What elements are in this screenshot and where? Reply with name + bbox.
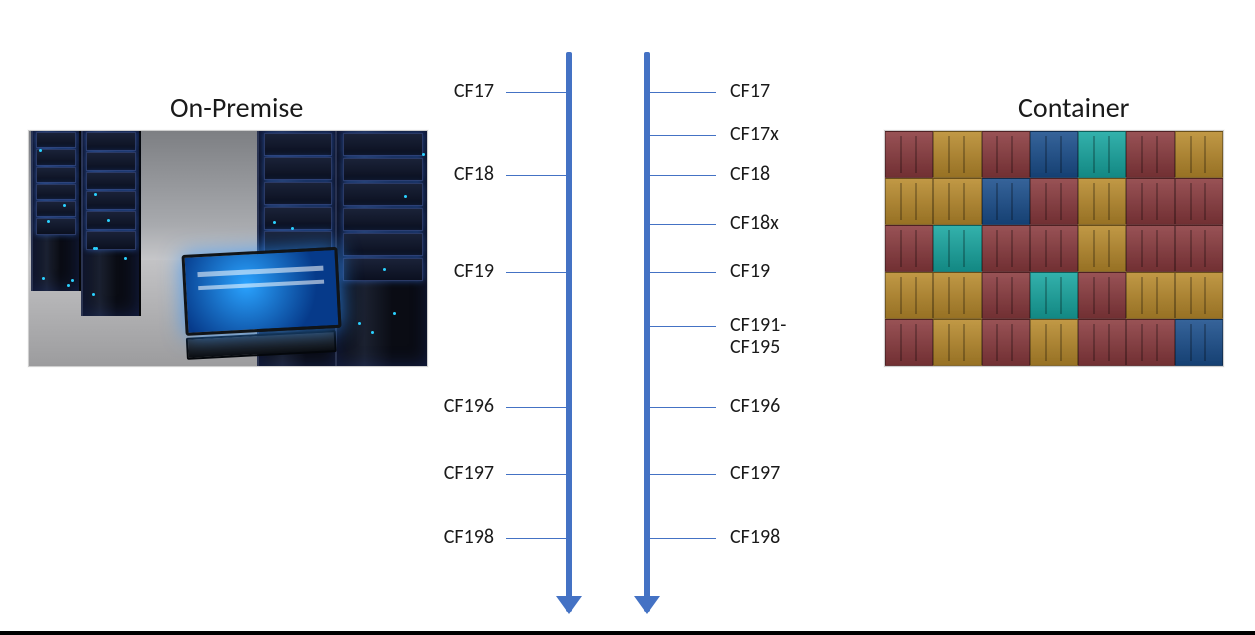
bottom-rule [0, 631, 1255, 635]
shipping-container-cell [1078, 131, 1126, 178]
shipping-container-cell [982, 178, 1030, 225]
server-rack [335, 131, 428, 366]
shipping-container-cell [982, 225, 1030, 272]
timeline-tick-right [650, 135, 716, 136]
timeline-tick-right [650, 538, 716, 539]
timeline-label-left: CF18 [454, 163, 494, 185]
shipping-container-cell [933, 319, 981, 366]
shipping-container-cell [1126, 225, 1174, 272]
shipping-container-cell [885, 319, 933, 366]
timeline-label-right: CF18x [730, 212, 779, 234]
timeline-tick-left [506, 407, 572, 408]
timeline-tick-left [506, 92, 572, 93]
shipping-container-cell [1078, 272, 1126, 319]
timeline-tick-right [650, 272, 716, 273]
shipping-container-cell [885, 178, 933, 225]
shipping-container-cell [1126, 272, 1174, 319]
shipping-container-cell [1126, 319, 1174, 366]
shipping-container-cell [1078, 225, 1126, 272]
timeline-tick-left [506, 175, 572, 176]
shipping-container-cell [1030, 131, 1078, 178]
shipping-container-cell [982, 272, 1030, 319]
shipping-container-cell [1175, 272, 1223, 319]
timeline-tick-right [650, 224, 716, 225]
timeline-label-left: CF198 [444, 526, 494, 548]
shipping-container-cell [1030, 272, 1078, 319]
timeline-tick-right [650, 407, 716, 408]
timeline-tick-left [506, 272, 572, 273]
timeline-tick-right [650, 474, 716, 475]
timeline-label-left: CF19 [454, 260, 494, 282]
timeline-label-left: CF197 [444, 462, 494, 484]
shipping-container-cell [933, 131, 981, 178]
shipping-container-cell [1030, 178, 1078, 225]
timeline-label-right: CF19 [730, 260, 770, 282]
timeline-tick-right [650, 92, 716, 93]
shipping-container-cell [933, 272, 981, 319]
timeline-tick-left [506, 538, 572, 539]
shipping-container-cell [885, 225, 933, 272]
timeline-label-left: CF17 [454, 80, 494, 102]
shipping-container-cell [1126, 131, 1174, 178]
shipping-container-cell [1030, 225, 1078, 272]
shipping-container-cell [885, 272, 933, 319]
shipping-container-cell [1078, 178, 1126, 225]
timeline-label-right: CF17 [730, 80, 770, 102]
timeline-label-right: CF18 [730, 163, 770, 185]
timeline-label-right: CF198 [730, 526, 780, 548]
timeline-label-right: CF17x [730, 123, 779, 145]
timeline-label-right: CF196 [730, 395, 780, 417]
shipping-container-cell [933, 178, 981, 225]
timeline-arrow-container [644, 52, 650, 612]
timeline-label-left: CF196 [444, 395, 494, 417]
timeline-tick-left [506, 474, 572, 475]
server-rack [81, 131, 141, 316]
timeline-tick-right [650, 175, 716, 176]
shipping-container-cell [1126, 178, 1174, 225]
timeline-arrow-on-premise [566, 52, 572, 612]
shipping-container-cell [1175, 225, 1223, 272]
server-rack [31, 131, 81, 291]
shipping-containers-grid [885, 131, 1223, 366]
diagram-stage: On-Premise Container CF17 CF18 CF19 CF196 CF… [0, 0, 1255, 635]
shipping-container-cell [1030, 319, 1078, 366]
timeline-tick-right [650, 326, 716, 327]
shipping-container-cell [1175, 131, 1223, 178]
shipping-container-cell [933, 225, 981, 272]
shipping-container-cell [1175, 178, 1223, 225]
on-premise-image [28, 130, 428, 367]
container-image [884, 130, 1224, 367]
timeline-label-right: CF197 [730, 462, 780, 484]
shipping-container-cell [1175, 319, 1223, 366]
shipping-container-cell [1078, 319, 1126, 366]
shipping-container-cell [885, 131, 933, 178]
timeline-label-right: CF191- CF195 [730, 314, 786, 358]
server-room-illustration [29, 131, 427, 366]
shipping-container-cell [982, 319, 1030, 366]
heading-container: Container [1018, 90, 1129, 125]
kvm-laptop-icon [181, 247, 336, 355]
heading-on-premise: On-Premise [170, 90, 303, 125]
shipping-container-cell [982, 131, 1030, 178]
